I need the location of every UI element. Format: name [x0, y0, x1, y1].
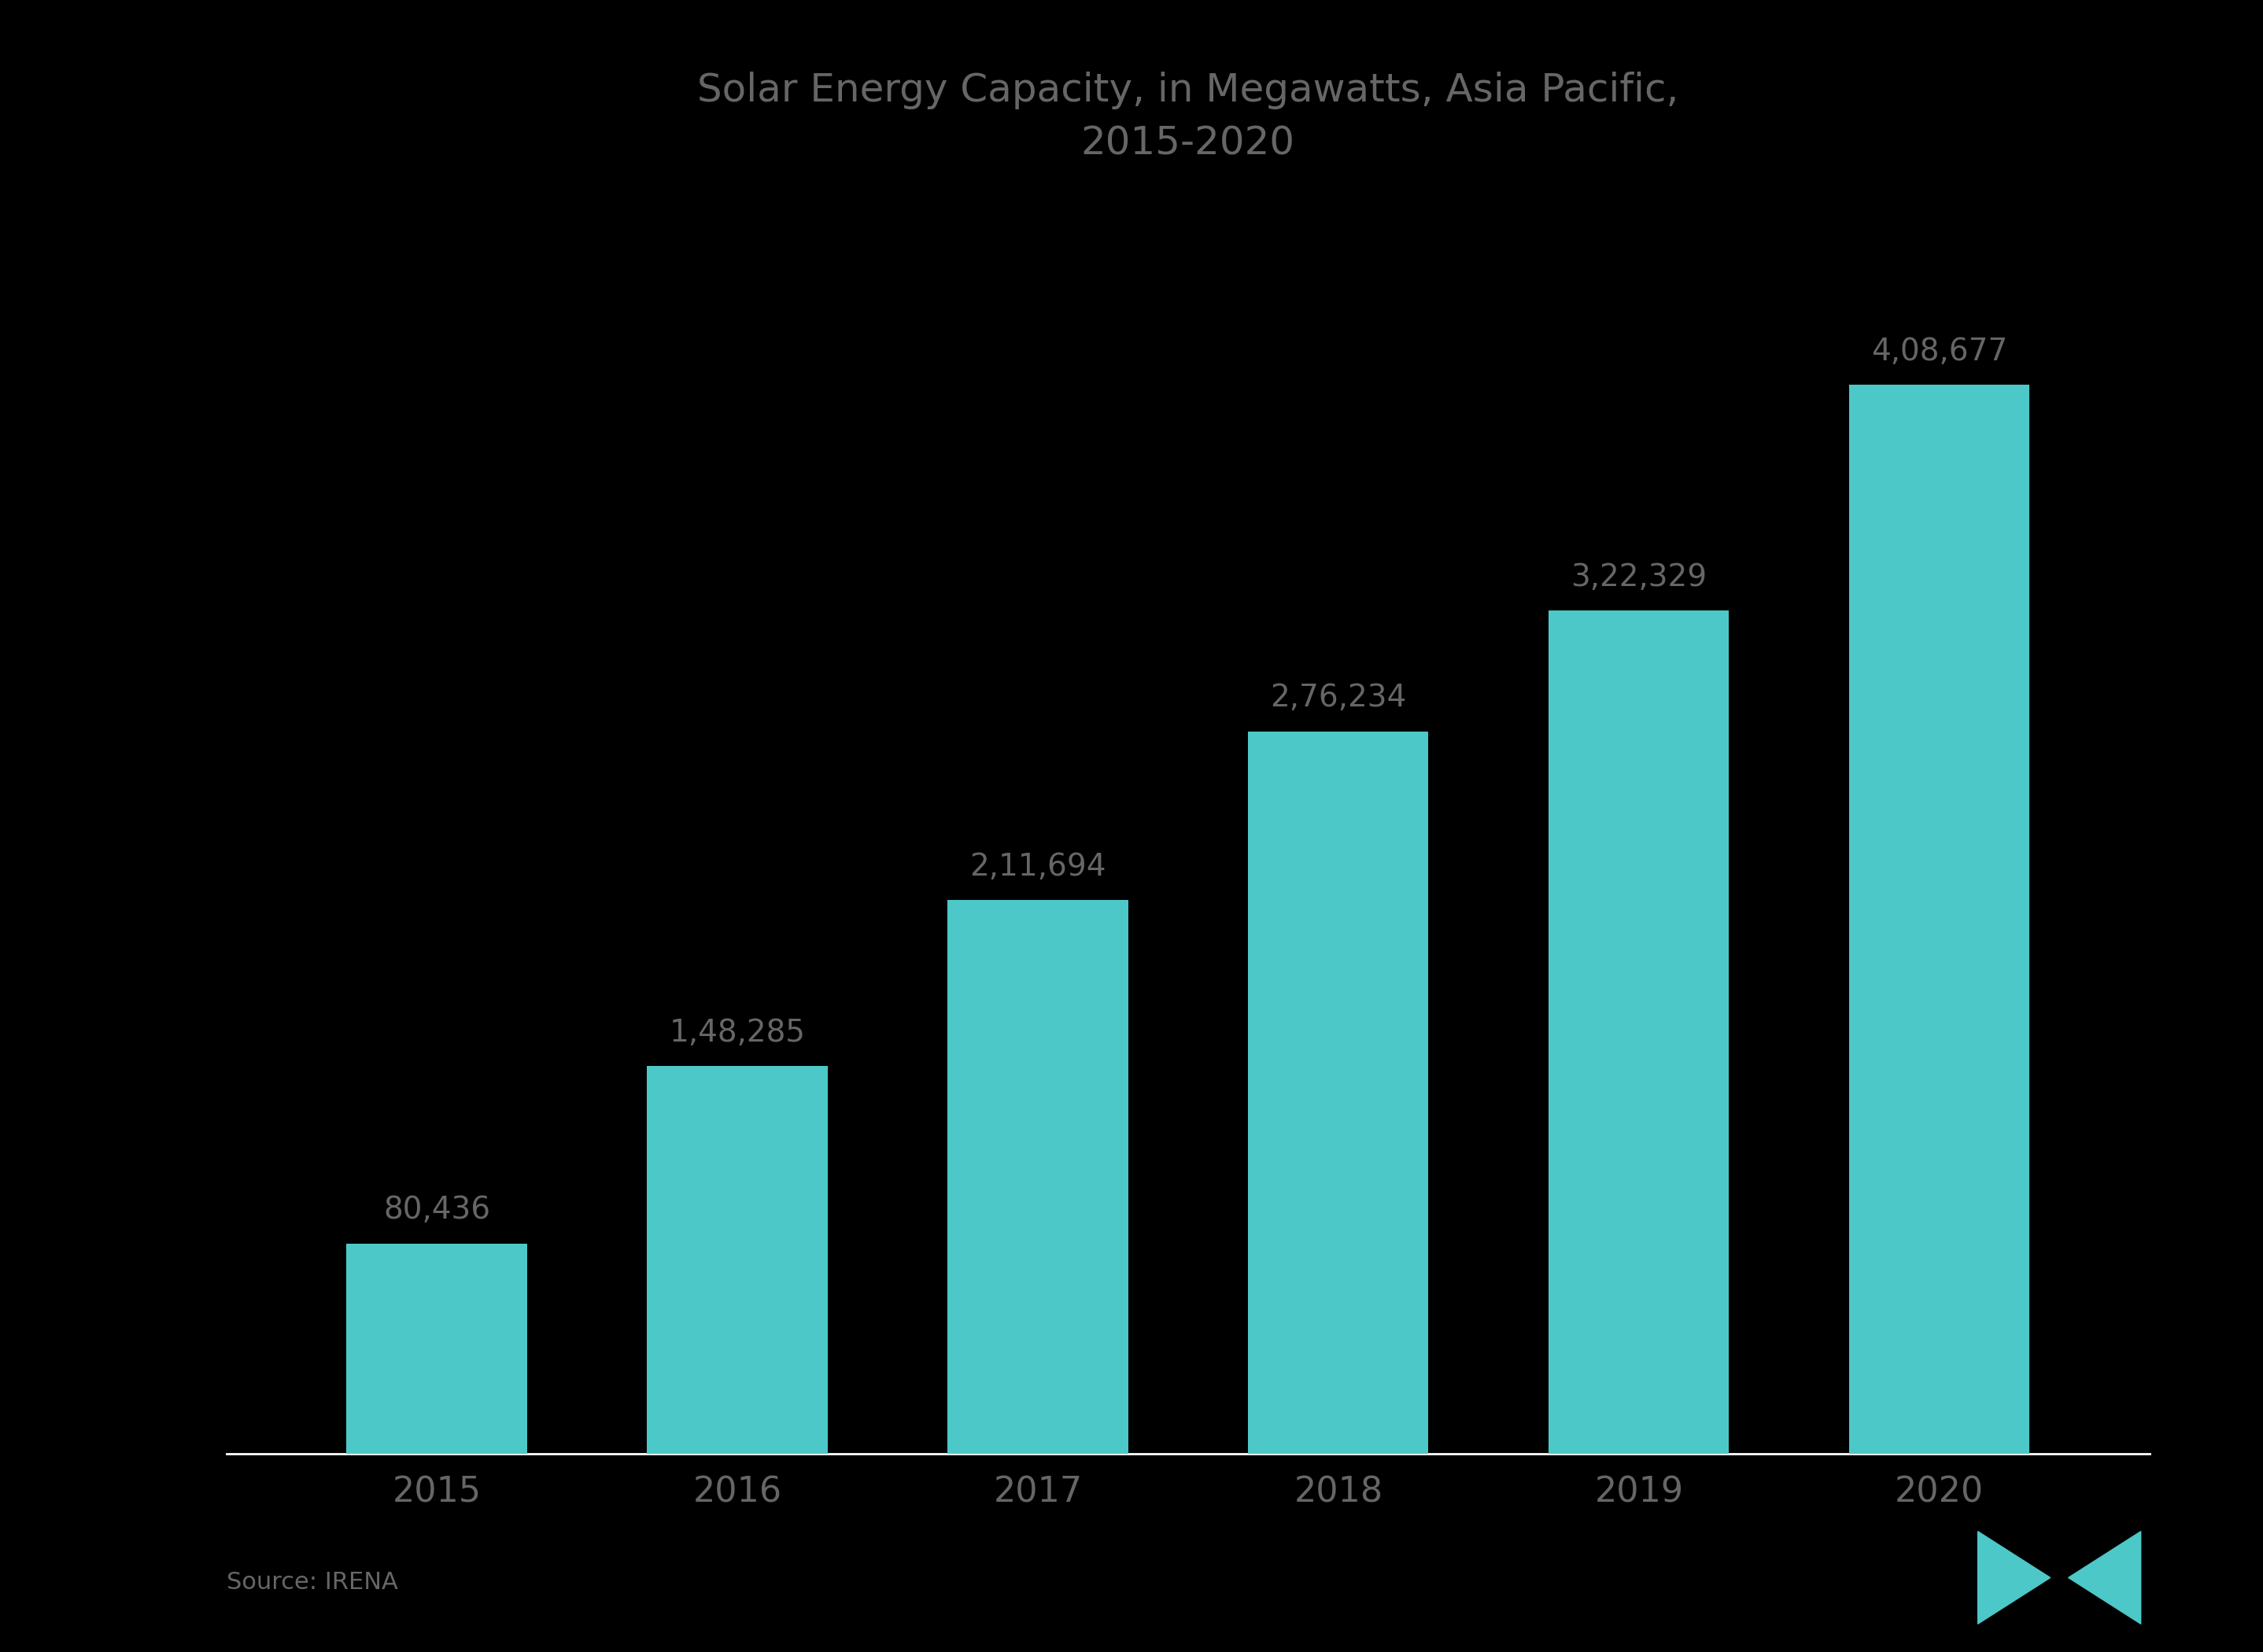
Bar [346, 1244, 527, 1454]
Bar [1548, 611, 1729, 1454]
Title: Solar Energy Capacity, in Megawatts, Asia Pacific,
2015-2020: Solar Energy Capacity, in Megawatts, Asi… [697, 73, 1679, 162]
Text: 80,436: 80,436 [382, 1194, 491, 1226]
Bar [948, 900, 1127, 1454]
Text: Source: IRENA: Source: IRENA [226, 1571, 398, 1594]
Bar [647, 1066, 828, 1454]
Bar [1849, 385, 2030, 1454]
Text: 2,76,234: 2,76,234 [1270, 682, 1408, 714]
Text: 2,11,694: 2,11,694 [969, 852, 1107, 882]
Polygon shape [1978, 1531, 2050, 1624]
Text: 1,48,285: 1,48,285 [670, 1018, 806, 1047]
Polygon shape [2068, 1531, 2141, 1624]
Text: 4,08,677: 4,08,677 [1872, 337, 2007, 367]
Bar [1249, 732, 1428, 1454]
Text: 3,22,329: 3,22,329 [1571, 562, 1706, 593]
